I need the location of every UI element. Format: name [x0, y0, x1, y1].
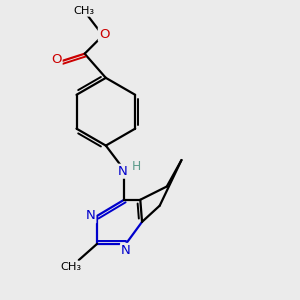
- Text: CH₃: CH₃: [60, 262, 81, 272]
- Text: O: O: [99, 28, 109, 41]
- Text: N: N: [121, 244, 131, 257]
- Text: CH₃: CH₃: [74, 6, 94, 16]
- Text: H: H: [132, 160, 141, 173]
- Text: O: O: [51, 53, 62, 66]
- Text: N: N: [85, 209, 95, 223]
- Text: N: N: [118, 165, 128, 178]
